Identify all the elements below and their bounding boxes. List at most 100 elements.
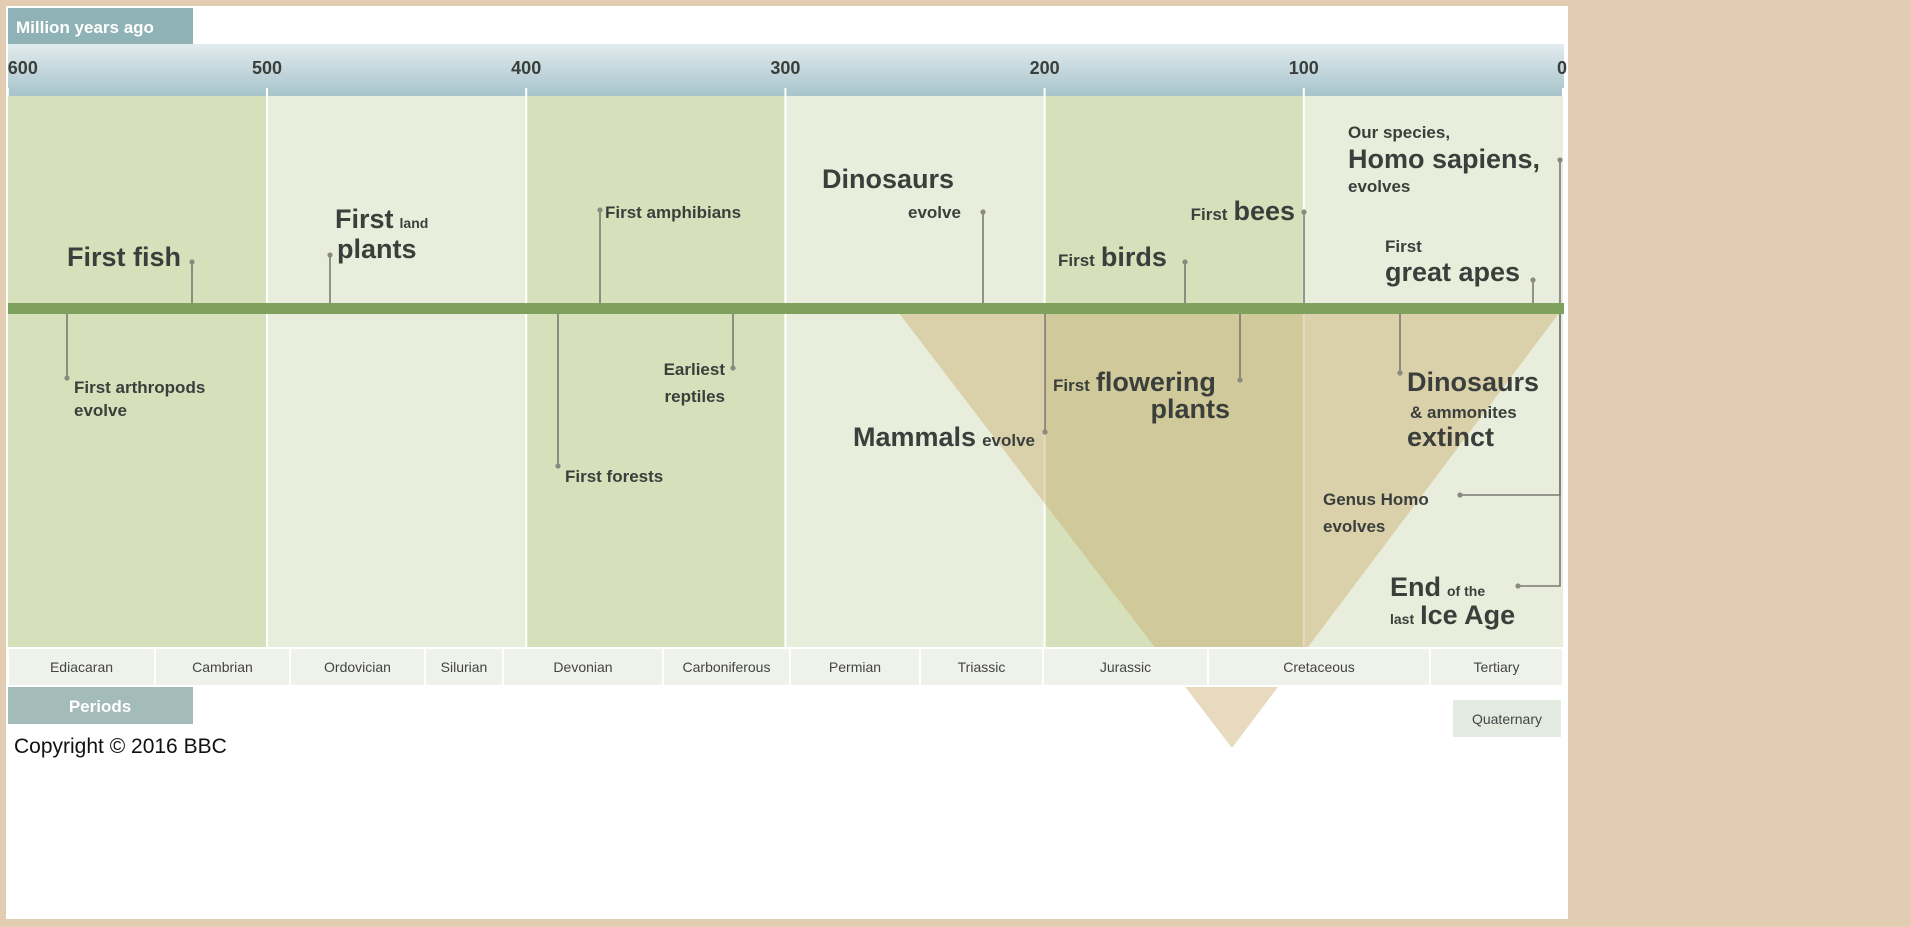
event: Earliest reptiles (664, 314, 736, 406)
era-band (526, 96, 786, 648)
axis-tab (8, 8, 193, 44)
event-word: Earliest (664, 360, 726, 379)
event-word: reptiles (665, 387, 725, 406)
event-word: evolve (74, 401, 127, 420)
event-word: First (1191, 205, 1228, 224)
event-text: great apes (1385, 257, 1520, 287)
axis-label: Million years ago (16, 18, 154, 37)
period-cell (789, 647, 921, 687)
period-cell (7, 647, 156, 687)
event: First arthropods evolve (64, 314, 205, 420)
era-band (267, 96, 527, 648)
event-word: land (400, 215, 429, 231)
event-text: First flowering (1053, 367, 1216, 397)
event-word: Genus Homo (1323, 490, 1429, 509)
event-word: First arthropods (74, 378, 205, 397)
period-cell (919, 647, 1044, 687)
event: First birds (1058, 242, 1188, 303)
tick-label: 500 (252, 58, 282, 78)
event-word: flowering (1096, 367, 1216, 397)
event-text: evolves (1323, 517, 1385, 536)
event-text: reptiles (665, 387, 725, 406)
event-text: plants (1150, 394, 1230, 424)
period-name: Devonian (553, 659, 612, 675)
event-word: plants (1150, 394, 1230, 424)
event-word: Mammals (853, 422, 976, 452)
period-cell (502, 647, 664, 687)
event-text: First forests (565, 467, 663, 486)
event: Our species, Homo sapiens, evolves (1348, 123, 1563, 303)
event-text: First (1385, 237, 1422, 256)
event: First amphibians (597, 203, 741, 303)
event-word: Dinosaurs (1407, 367, 1539, 397)
period-name: Permian (829, 659, 881, 675)
event-word: bees (1233, 196, 1295, 226)
event-text: last Ice Age (1390, 600, 1515, 630)
leader-dot (1397, 370, 1403, 376)
period-cell (289, 647, 426, 687)
event-text: First bees (1191, 196, 1295, 226)
event-text: Mammals evolve (853, 422, 1035, 452)
event-word: First amphibians (605, 203, 741, 222)
tick-label: 400 (511, 58, 541, 78)
event-text: Dinosaurs (822, 164, 954, 194)
period-name: Ordovician (324, 659, 391, 675)
event-text: Dinosaurs (1407, 367, 1539, 397)
period-name: Cretaceous (1283, 659, 1355, 675)
leader-dot (1042, 429, 1048, 435)
event-word: Homo sapiens, (1348, 144, 1540, 174)
event-word: of the (1447, 583, 1485, 599)
periods-tab (8, 686, 193, 724)
event-word: First (1053, 376, 1090, 395)
event-word: last (1390, 611, 1414, 627)
event-word: great apes (1385, 257, 1520, 287)
event-text: evolve (908, 203, 961, 222)
leader-dot (980, 209, 986, 215)
event: First land plants (327, 204, 428, 303)
event-text: First arthropods (74, 378, 205, 397)
leader-dot (1237, 377, 1243, 383)
event-text: Homo sapiens, (1348, 144, 1540, 174)
event-word: First (1058, 251, 1095, 270)
copyright: Copyright © 2016 BBC (14, 735, 227, 758)
event: First forests (555, 314, 663, 486)
event-text: evolve (74, 401, 127, 420)
period-cell (1042, 647, 1209, 687)
event-word: First (1385, 237, 1422, 256)
event-word: Ice Age (1420, 600, 1515, 630)
tick-label: 300 (770, 58, 800, 78)
event-word: & ammonites (1410, 403, 1517, 422)
event-word: evolve (982, 431, 1035, 450)
event-text: First fish (67, 242, 181, 272)
event-word: End (1390, 572, 1441, 602)
tick-label: 600 (8, 58, 38, 78)
event-text: evolves (1348, 177, 1410, 196)
period-cell (1429, 647, 1564, 687)
period-cell (1207, 647, 1431, 687)
leader-dot (64, 375, 70, 381)
tick-label: 100 (1289, 58, 1319, 78)
era-band (1303, 96, 1563, 648)
leader-dot (1182, 259, 1188, 265)
event-word: Dinosaurs (822, 164, 954, 194)
event: First fish (67, 242, 195, 303)
event-text: plants (337, 234, 417, 264)
period-name: Triassic (958, 659, 1006, 675)
quaternary-label: Quaternary (1472, 711, 1542, 727)
event-word: birds (1101, 242, 1167, 272)
axis-bar (8, 44, 1564, 96)
event-text: First birds (1058, 242, 1167, 272)
event-text: extinct (1407, 422, 1494, 452)
leader-dot (1530, 277, 1536, 283)
event-word: evolves (1348, 177, 1410, 196)
event: Dinosaurs evolve (822, 164, 986, 303)
leader (1518, 314, 1561, 587)
period-name: Cambrian (192, 659, 253, 675)
event: End of the last Ice Age (1390, 314, 1561, 630)
period-name: Silurian (441, 659, 488, 675)
event-word: extinct (1407, 422, 1494, 452)
